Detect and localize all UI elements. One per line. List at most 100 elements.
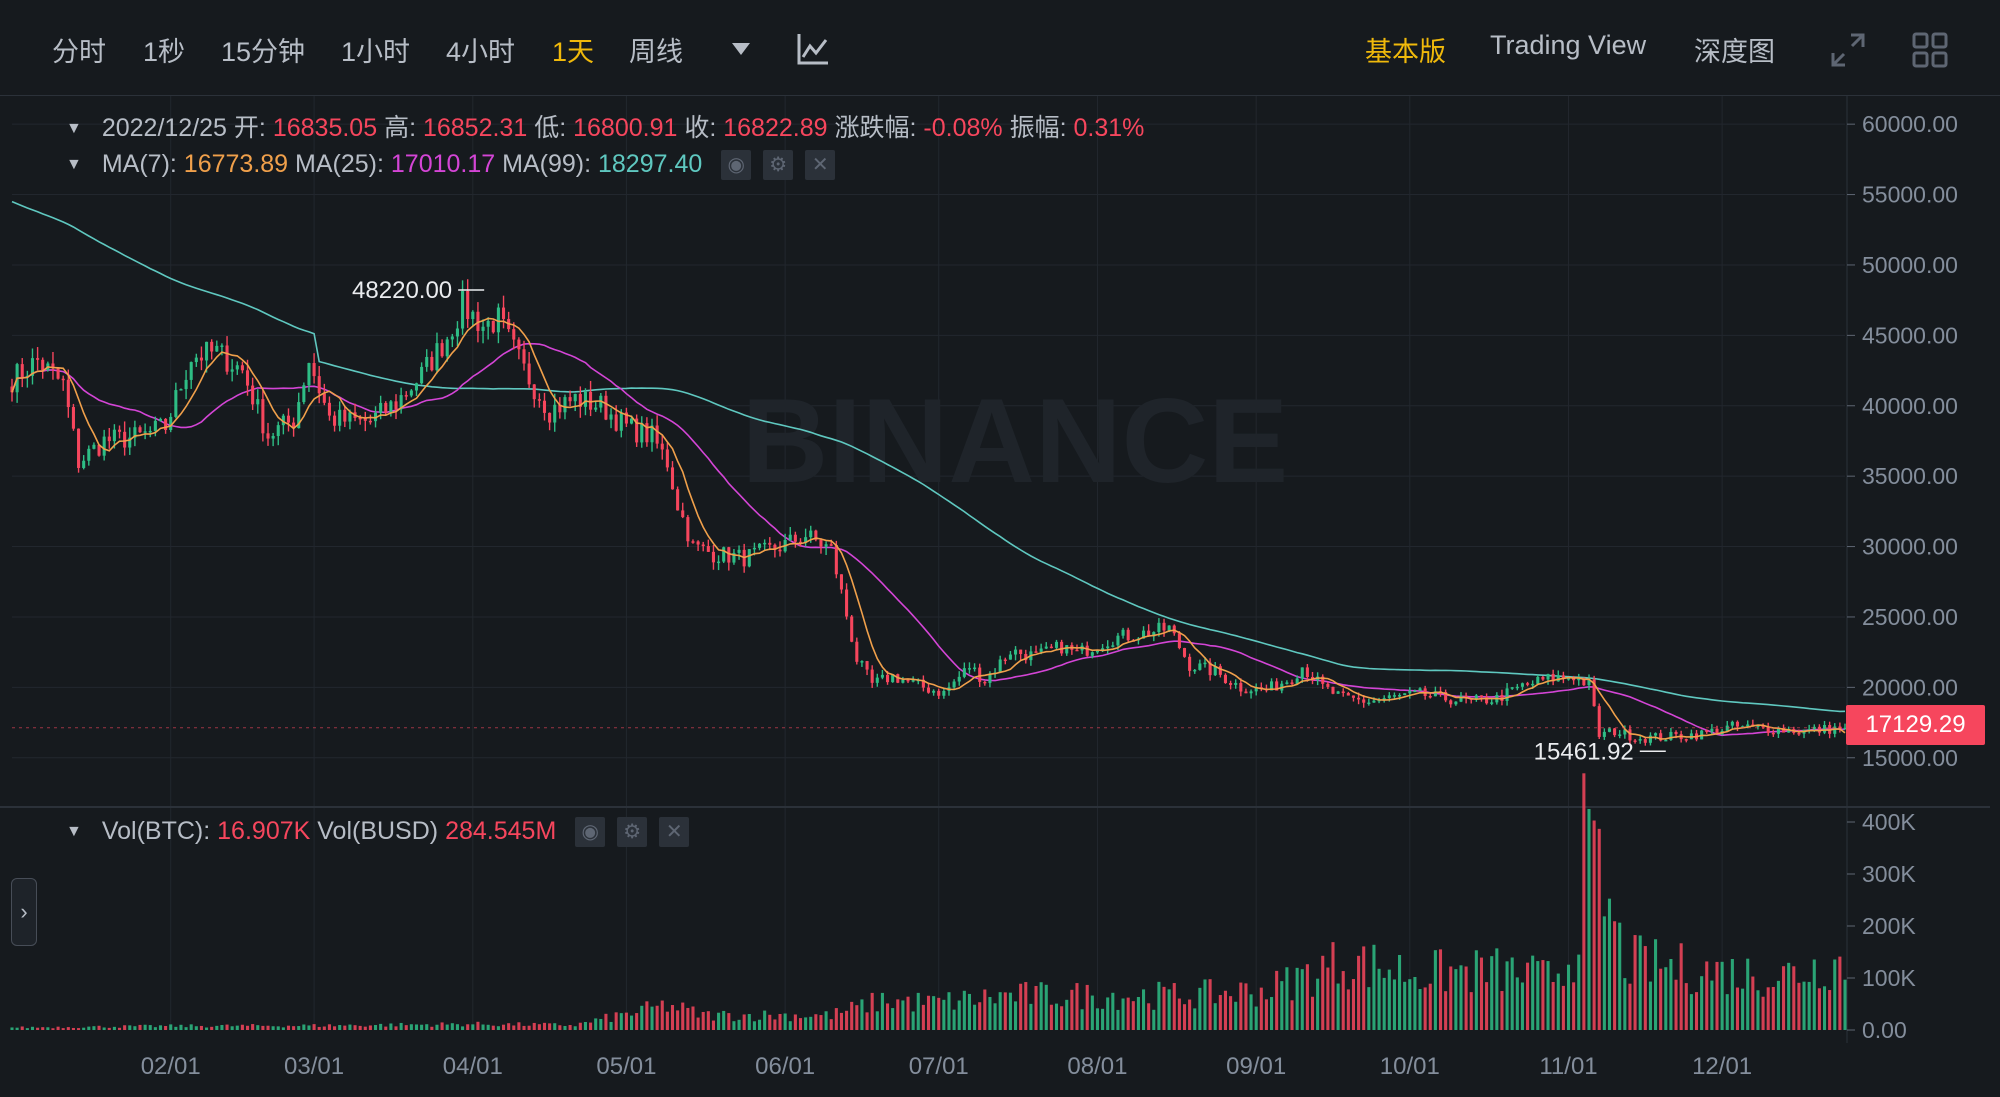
timeframe-15m[interactable]: 15分钟 bbox=[221, 37, 306, 67]
candle-body bbox=[814, 530, 818, 540]
volume-bar bbox=[281, 1027, 285, 1030]
high-marker-label: 48220.00 bbox=[352, 277, 452, 304]
volume-bar bbox=[1684, 983, 1688, 1030]
price-tick-label: 25000.00 bbox=[1862, 604, 1958, 630]
vol-gear-icon[interactable]: ⚙ bbox=[617, 817, 648, 848]
view-depth[interactable]: 深度图 bbox=[1694, 37, 1775, 67]
fullscreen-icon[interactable] bbox=[1830, 32, 1866, 68]
collapse-caret-icon[interactable]: ▼ bbox=[66, 120, 82, 138]
volume-bar bbox=[993, 1003, 997, 1030]
candle-body bbox=[312, 363, 316, 377]
candle-body bbox=[128, 437, 132, 448]
volume-bar bbox=[184, 1027, 188, 1030]
indicator-icon[interactable] bbox=[796, 32, 830, 66]
ma-collapse-caret-icon[interactable]: ▼ bbox=[66, 156, 82, 174]
volume-bar bbox=[251, 1024, 255, 1030]
candle-body bbox=[1628, 729, 1632, 741]
candle-body bbox=[870, 669, 874, 683]
timeframe-fenshi[interactable]: 分时 bbox=[52, 37, 106, 67]
volume-bar bbox=[1623, 978, 1627, 1030]
candle-body bbox=[420, 366, 424, 384]
vol-collapse-caret-icon[interactable]: ▼ bbox=[66, 823, 82, 841]
candle-body bbox=[338, 409, 342, 426]
volume-legend: ▼ Vol(BTC): 16.907K Vol(BUSD) 284.545M ◉ ⚙… bbox=[66, 817, 690, 848]
volume-bar bbox=[1398, 954, 1402, 1030]
candle-body bbox=[804, 537, 808, 543]
volume-bar bbox=[1694, 992, 1699, 1030]
candle-body bbox=[240, 365, 244, 371]
volume-bar bbox=[230, 1026, 234, 1030]
volume-bar bbox=[1049, 1004, 1053, 1030]
volume-bar bbox=[205, 1027, 209, 1030]
candle-body bbox=[747, 549, 751, 567]
vol-eye-icon[interactable]: ◉ bbox=[575, 817, 606, 848]
volume-bar bbox=[901, 1000, 905, 1030]
candle-body bbox=[1321, 676, 1325, 684]
volume-bar bbox=[1167, 989, 1171, 1030]
timeframe-week[interactable]: 周线 bbox=[629, 37, 683, 67]
candle-body bbox=[281, 415, 285, 426]
dropdown-caret-icon[interactable] bbox=[728, 40, 754, 58]
vol-close-icon[interactable]: ✕ bbox=[659, 817, 690, 848]
price-tick-label: 35000.00 bbox=[1862, 463, 1958, 489]
expand-sidebar-icon[interactable]: › bbox=[11, 878, 37, 946]
volume-bar bbox=[338, 1025, 342, 1030]
close-icon[interactable]: ✕ bbox=[805, 150, 836, 181]
candle-body bbox=[967, 668, 971, 670]
view-basic[interactable]: 基本版 bbox=[1365, 37, 1446, 67]
volume-bar bbox=[578, 1022, 582, 1030]
volume-bar bbox=[481, 1024, 485, 1030]
candle-body bbox=[578, 393, 582, 407]
candle-body bbox=[1474, 695, 1478, 699]
candle-body bbox=[404, 395, 408, 397]
volume-bar bbox=[896, 999, 900, 1030]
candle-body bbox=[1387, 695, 1391, 699]
volume-tick-label: 200K bbox=[1862, 913, 1916, 939]
candle-body bbox=[445, 339, 449, 357]
candle-body bbox=[1003, 659, 1007, 662]
volume-bar bbox=[82, 1027, 86, 1030]
volume-bar bbox=[583, 1022, 587, 1030]
volume-bar bbox=[1689, 994, 1693, 1030]
candle-body bbox=[629, 418, 634, 424]
volume-bar bbox=[1362, 946, 1366, 1030]
volume-bar bbox=[312, 1024, 316, 1030]
gear-icon[interactable]: ⚙ bbox=[763, 150, 794, 181]
timeframe-1d[interactable]: 1天 bbox=[552, 37, 595, 67]
candle-body bbox=[1203, 662, 1207, 665]
candle-body bbox=[845, 589, 849, 617]
grid-layout-icon[interactable] bbox=[1912, 32, 1948, 68]
volume-bar bbox=[1459, 965, 1463, 1030]
volume-bar bbox=[41, 1027, 45, 1030]
volume-bar bbox=[46, 1027, 50, 1030]
candle-body bbox=[604, 395, 608, 420]
volume-bar bbox=[373, 1025, 378, 1030]
volume-bar bbox=[911, 1011, 915, 1030]
candle-body bbox=[1167, 625, 1171, 631]
candle-body bbox=[1054, 641, 1059, 648]
volume-bar bbox=[773, 1019, 777, 1030]
eye-icon[interactable]: ◉ bbox=[721, 150, 752, 181]
timeframe-1h[interactable]: 1小时 bbox=[341, 37, 411, 67]
volume-bar bbox=[1075, 983, 1079, 1030]
candle-body bbox=[1019, 649, 1023, 655]
time-tick-label: 09/01 bbox=[1226, 1053, 1286, 1080]
candle-body bbox=[117, 429, 122, 432]
candlestick-chart[interactable]: BINANCE 60000.00 55000.00 50000.00 45000.00… bbox=[0, 96, 2000, 1097]
timeframe-4h[interactable]: 4小时 bbox=[446, 37, 516, 67]
volume-bar bbox=[1065, 999, 1069, 1030]
candle-body bbox=[1669, 731, 1673, 740]
volume-bar bbox=[51, 1028, 55, 1030]
volume-bar bbox=[1198, 987, 1202, 1030]
candle-body bbox=[1008, 654, 1012, 660]
volume-bar bbox=[1229, 996, 1233, 1030]
candle-body bbox=[1597, 706, 1601, 737]
volume-bar bbox=[1428, 983, 1432, 1030]
timeframe-1s[interactable]: 1秒 bbox=[143, 37, 186, 67]
view-tradingview[interactable]: Trading View bbox=[1490, 30, 1647, 60]
volume-bar bbox=[732, 1021, 736, 1030]
volume-bar bbox=[886, 1003, 890, 1030]
volume-bar bbox=[1254, 1006, 1258, 1030]
volume-bar bbox=[1797, 982, 1801, 1030]
volume-bar bbox=[609, 1021, 613, 1030]
